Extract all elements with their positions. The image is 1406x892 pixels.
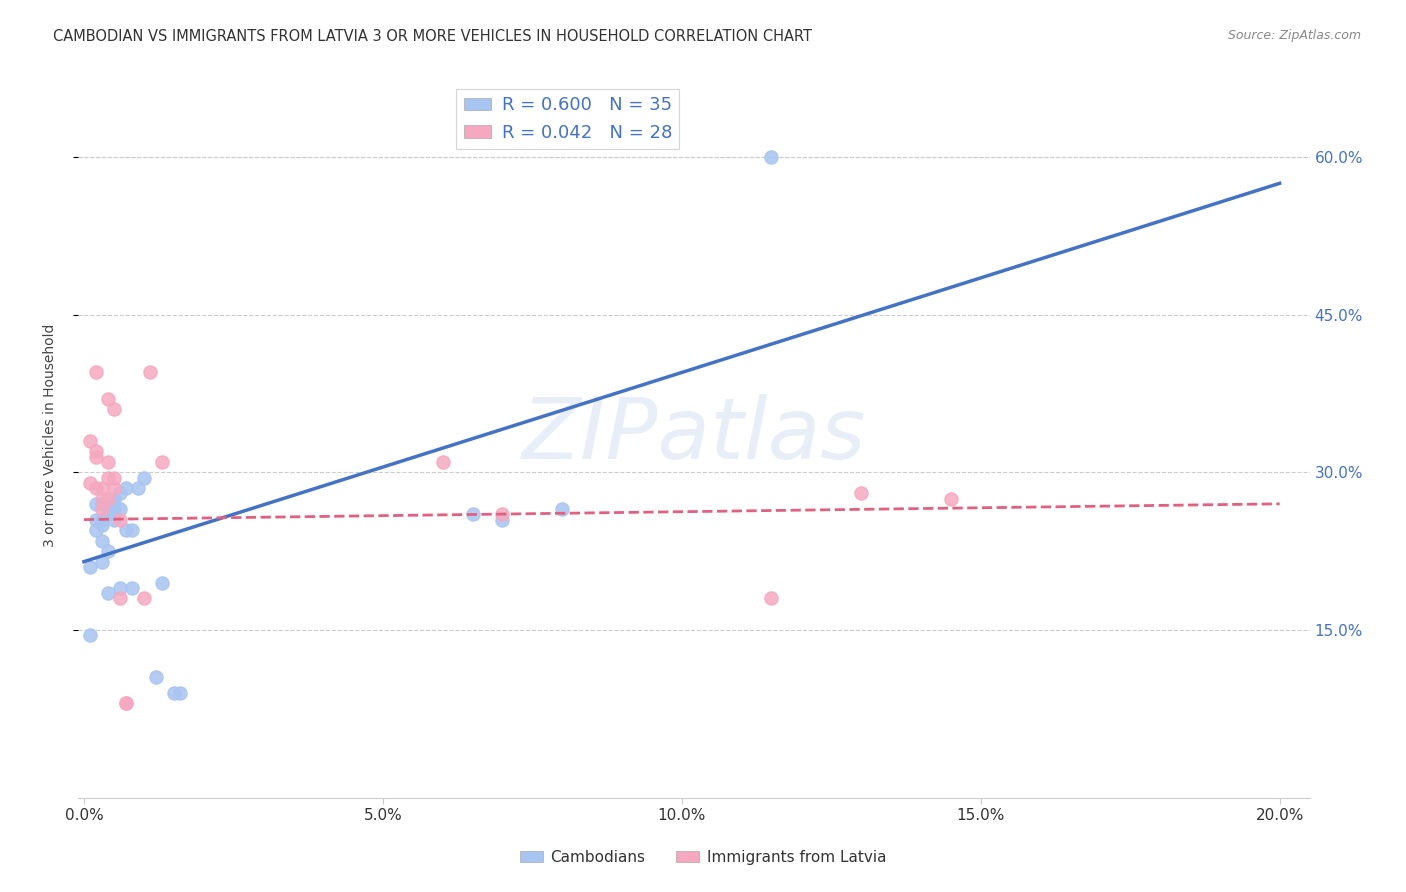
Point bbox=[79, 475, 101, 490]
Point bbox=[114, 697, 136, 711]
Legend: R = 0.600   N = 35, R = 0.042   N = 28: R = 0.600 N = 35, R = 0.042 N = 28 bbox=[457, 89, 679, 149]
Y-axis label: 3 or more Vehicles in Household: 3 or more Vehicles in Household bbox=[44, 324, 58, 547]
Point bbox=[97, 455, 120, 469]
Point bbox=[761, 591, 783, 606]
Point bbox=[90, 497, 112, 511]
Point bbox=[103, 497, 125, 511]
Point bbox=[90, 512, 112, 526]
Point bbox=[162, 686, 184, 700]
Point bbox=[132, 591, 155, 606]
Point bbox=[108, 591, 131, 606]
Point bbox=[79, 434, 101, 448]
Point bbox=[90, 517, 112, 532]
Point bbox=[939, 491, 962, 506]
Point bbox=[90, 555, 112, 569]
Point bbox=[761, 150, 783, 164]
Point bbox=[103, 402, 125, 417]
Point bbox=[97, 544, 120, 558]
Point bbox=[150, 455, 173, 469]
Point bbox=[90, 502, 112, 516]
Point bbox=[108, 486, 131, 500]
Point bbox=[97, 502, 120, 516]
Point bbox=[551, 502, 574, 516]
Point bbox=[103, 470, 125, 484]
Point bbox=[97, 508, 120, 522]
Point bbox=[103, 502, 125, 516]
Point bbox=[97, 470, 120, 484]
Point bbox=[108, 512, 131, 526]
Point bbox=[138, 366, 160, 380]
Point bbox=[103, 491, 125, 506]
Point bbox=[97, 586, 120, 600]
Point bbox=[132, 470, 155, 484]
Point bbox=[127, 481, 149, 495]
Point bbox=[849, 486, 872, 500]
Point bbox=[108, 502, 131, 516]
Point bbox=[491, 508, 513, 522]
Point bbox=[114, 481, 136, 495]
Point bbox=[491, 512, 513, 526]
Point bbox=[114, 697, 136, 711]
Text: CAMBODIAN VS IMMIGRANTS FROM LATVIA 3 OR MORE VEHICLES IN HOUSEHOLD CORRELATION : CAMBODIAN VS IMMIGRANTS FROM LATVIA 3 OR… bbox=[53, 29, 813, 44]
Point bbox=[90, 481, 112, 495]
Point bbox=[79, 628, 101, 642]
Point bbox=[84, 512, 107, 526]
Point bbox=[84, 481, 107, 495]
Point bbox=[150, 575, 173, 590]
Point bbox=[103, 512, 125, 526]
Point bbox=[90, 533, 112, 548]
Point bbox=[432, 455, 454, 469]
Text: Source: ZipAtlas.com: Source: ZipAtlas.com bbox=[1227, 29, 1361, 42]
Point bbox=[121, 581, 143, 595]
Point bbox=[79, 560, 101, 574]
Point bbox=[461, 508, 484, 522]
Point bbox=[84, 366, 107, 380]
Point bbox=[169, 686, 191, 700]
Point bbox=[145, 670, 167, 684]
Point bbox=[90, 491, 112, 506]
Legend: Cambodians, Immigrants from Latvia: Cambodians, Immigrants from Latvia bbox=[513, 844, 893, 871]
Point bbox=[84, 497, 107, 511]
Point bbox=[84, 450, 107, 464]
Point bbox=[114, 523, 136, 537]
Point bbox=[103, 481, 125, 495]
Point bbox=[84, 444, 107, 458]
Point bbox=[97, 392, 120, 406]
Point bbox=[121, 523, 143, 537]
Text: ZIPatlas: ZIPatlas bbox=[522, 394, 866, 477]
Point bbox=[108, 581, 131, 595]
Point bbox=[84, 523, 107, 537]
Point bbox=[97, 491, 120, 506]
